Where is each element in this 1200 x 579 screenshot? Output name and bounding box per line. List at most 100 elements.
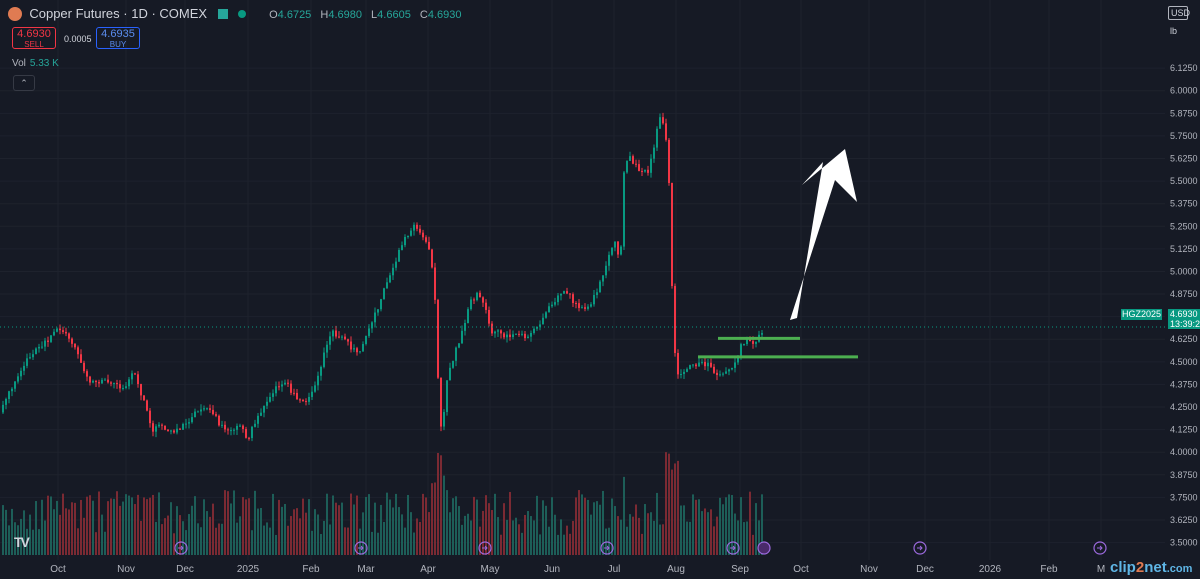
candle-body: [239, 425, 241, 427]
candle-body: [47, 340, 49, 342]
volume-bar: [251, 530, 253, 555]
candle-body: [224, 424, 226, 430]
candle-body: [353, 348, 355, 350]
candle-body: [245, 429, 247, 438]
candle-body: [377, 309, 379, 313]
candle-body: [362, 344, 364, 352]
event-arrow-icon: [604, 545, 610, 551]
candle-body: [599, 281, 601, 293]
up-arrow-annotation: [790, 149, 857, 320]
x-tick-label: Feb: [1040, 564, 1058, 575]
volume-bar: [719, 497, 721, 555]
unit-selector[interactable]: lb: [1170, 26, 1178, 36]
volume-bars: [2, 452, 763, 555]
volume-bar: [401, 514, 403, 555]
volume-bar: [383, 521, 385, 555]
volume-bar: [173, 533, 175, 555]
volume-bar: [113, 498, 115, 555]
candle-body: [77, 347, 79, 355]
candle-body: [179, 428, 181, 430]
volume-bar: [581, 494, 583, 555]
volume-bar: [101, 514, 103, 555]
volume-bar: [443, 475, 445, 555]
y-tick-label: 5.5000: [1170, 176, 1198, 186]
volume-bar: [221, 523, 223, 555]
volume-bar: [731, 495, 733, 555]
flag-icon[interactable]: [218, 9, 229, 19]
volume-bar: [233, 490, 235, 555]
volume-bar: [5, 509, 7, 555]
volume-bar: [395, 493, 397, 555]
volume-bar: [662, 524, 664, 555]
candle-body: [344, 336, 346, 340]
volume-bar: [218, 523, 220, 555]
volume-bar: [131, 497, 133, 555]
candle-body: [503, 333, 505, 338]
volume-bar: [413, 532, 415, 555]
candle-body: [320, 366, 322, 376]
candle-body: [89, 376, 91, 383]
buy-button[interactable]: 4.6935 BUY: [96, 27, 140, 49]
candle-body: [518, 333, 520, 335]
volume-bar: [566, 525, 568, 555]
symbol-title[interactable]: Copper Futures · 1D · COMEX: [29, 6, 208, 21]
volume-bar: [107, 501, 109, 555]
candle-body: [98, 382, 100, 384]
volume-bar: [614, 506, 616, 555]
volume-bar: [317, 514, 319, 555]
volume-bar: [23, 510, 25, 555]
volume-bar: [725, 497, 727, 555]
candle-body: [539, 324, 541, 327]
y-tick-label: 4.8750: [1170, 289, 1198, 299]
volume-bar: [398, 507, 400, 555]
x-tick-label: Mar: [357, 564, 375, 575]
candle-body: [545, 312, 547, 318]
event-marker-icon: [600, 541, 614, 555]
candle-body: [161, 424, 163, 426]
candle-body: [437, 299, 439, 378]
candle-body: [359, 351, 361, 353]
candle-body: [107, 379, 109, 383]
candle-body: [41, 346, 43, 348]
volume-bar: [224, 490, 226, 555]
candle-body: [488, 309, 490, 324]
candle-body: [110, 382, 112, 384]
candle-body: [347, 339, 349, 342]
volume-bar: [287, 525, 289, 555]
candle-body: [68, 333, 70, 339]
candle-body: [662, 117, 664, 124]
candle-body: [119, 384, 121, 389]
x-tick-label: May: [481, 564, 500, 575]
volume-bar: [191, 505, 193, 555]
volume-bar: [254, 490, 256, 555]
volume-bar: [38, 529, 40, 555]
volume-bar: [164, 518, 166, 555]
y-tick-label: 6.0000: [1170, 86, 1198, 96]
volume-bar: [578, 490, 580, 555]
volume-bar: [479, 526, 481, 555]
volume-bar: [752, 534, 754, 555]
tradingview-logo[interactable]: TV: [14, 534, 30, 550]
volume-bar: [242, 497, 244, 555]
currency-selector[interactable]: USD: [1168, 6, 1190, 20]
candle-body: [134, 373, 136, 375]
candle-body: [5, 398, 7, 405]
volume-bar: [716, 516, 718, 555]
volume-bar: [26, 528, 28, 555]
candle-body: [74, 343, 76, 348]
sell-button[interactable]: 4.6930 SELL: [12, 27, 56, 49]
symbol-price-tag: HGZ2025: [1121, 309, 1162, 320]
volume-bar: [227, 491, 229, 555]
volume-bar: [737, 520, 739, 555]
collapse-legend-button[interactable]: ⌃: [13, 75, 35, 91]
candle-body: [71, 338, 73, 344]
candle-body: [290, 383, 292, 393]
candle-body: [59, 328, 61, 331]
candle-body: [506, 334, 508, 338]
candle-body: [659, 117, 661, 129]
candle-body: [197, 411, 199, 413]
candle-body: [173, 430, 175, 433]
volume-bar: [95, 532, 97, 555]
candle-body: [86, 371, 88, 377]
volume-bar: [2, 505, 4, 555]
